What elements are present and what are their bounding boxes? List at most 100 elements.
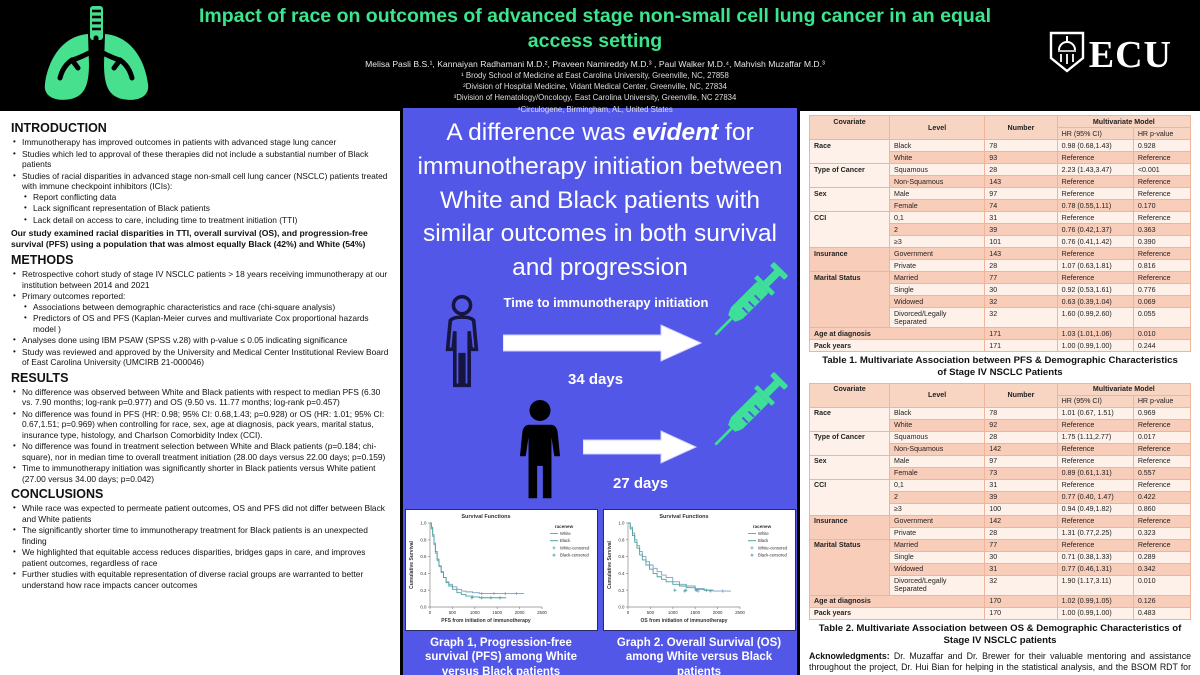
level-cell: Widowed [888, 562, 986, 576]
sub-bullet-item: Report conflicting data [22, 192, 389, 203]
pvalue-cell: Reference [1132, 538, 1192, 552]
hr-cell: Reference [1056, 187, 1134, 200]
pvalue-cell: Reference [1132, 442, 1192, 456]
hr-cell: 0.77 (0.40, 1.47) [1056, 490, 1134, 504]
svg-text:2000: 2000 [712, 610, 722, 615]
black-patient-icon [511, 399, 569, 509]
pvalue-cell: Reference [1132, 418, 1192, 432]
section-summary-paragraph: Our study examined racial disparities in… [11, 228, 368, 249]
key-finding-headline: A difference was evident for immunothera… [403, 108, 797, 287]
table-row: ≥3 101 0.76 (0.41,1.42) 0.390 [810, 235, 1192, 248]
svg-text:0.0: 0.0 [618, 605, 625, 610]
svg-text:1.0: 1.0 [420, 521, 427, 526]
data-table: Covariate Level Number Multivariate Model HR… [808, 115, 1192, 352]
bullet-list: While race was expected to permeate pati… [11, 503, 389, 590]
arrow-white-to-syringe [502, 323, 703, 368]
svg-text:0.4: 0.4 [420, 571, 427, 576]
level-cell: Married [888, 538, 986, 552]
number-cell: 39 [984, 490, 1058, 504]
svg-text:White-censored: White-censored [758, 545, 788, 550]
pvalue-cell: 0.928 [1132, 139, 1192, 152]
hr-cell: Reference [1056, 211, 1134, 224]
survival-graphs: Survival Functions 0.0 0.2 0.4 0.6 0.8 1.0 0 500… [403, 509, 797, 675]
pvalue-cell: 0.126 [1132, 594, 1192, 608]
hr-cell: Reference [1056, 247, 1134, 260]
hr-cell: 1.00 (0.99,1.00) [1056, 339, 1134, 352]
pfs-multivariate-table: Covariate Level Number Multivariate Model HR… [808, 115, 1192, 352]
level-cell: ≥3 [888, 235, 986, 248]
acknowledgments-text: Dr. Muzaffar and Dr. Brewer for their va… [809, 650, 1191, 675]
table-row: ≥3 100 0.94 (0.49,1.82) 0.860 [810, 502, 1192, 516]
number-cell: 39 [984, 223, 1058, 236]
number-cell: 30 [984, 550, 1058, 564]
pvalue-cell: Reference [1132, 514, 1192, 528]
hr-cell: 1.75 (1.11,2.77) [1056, 430, 1134, 444]
hr-cell: 1.90 (1.17,3.11) [1056, 574, 1134, 596]
table-row: Private 28 1.07 (0.63,1.81) 0.816 [810, 259, 1192, 272]
number-cell: 93 [984, 151, 1058, 164]
covariate-cell: Age at diagnosis [808, 327, 986, 340]
level-cell: Divorced/Legally Separated [888, 574, 986, 596]
number-cell: 170 [984, 594, 1058, 608]
col-header-level: Level [888, 115, 986, 140]
headline-pre: A difference was [446, 119, 633, 146]
bullet-item: Immunotherapy has improved outcomes in p… [11, 137, 389, 148]
table-row: Divorced/Legally Separated 32 1.90 (1.17,3… [810, 574, 1192, 596]
table-subheader-row: HR (95% CI) HR p-value [810, 394, 1192, 408]
svg-text:PFS from initiation of immunot: PFS from initiation of immunotherapy [441, 618, 531, 624]
table-row: Female 73 0.89 (0.61,1.31) 0.557 [810, 466, 1192, 480]
ecu-logo-text: ECU [1088, 33, 1172, 76]
table-row: Sex Male 97 Reference Reference [809, 187, 1192, 212]
svg-text:2500: 2500 [735, 610, 745, 615]
level-cell: ≥3 [888, 502, 986, 516]
level-cell: 2 [888, 223, 986, 236]
number-cell: 142 [984, 442, 1058, 456]
covariate-cell: Race [809, 139, 890, 164]
number-cell: 28 [984, 259, 1058, 272]
pfs-km-chart: Survival Functions 0.0 0.2 0.4 0.6 0.8 1.0 0 500… [404, 509, 598, 632]
ecu-shield-icon [1049, 30, 1085, 79]
table-row: 2 39 0.76 (0.42,1.37) 0.363 [810, 223, 1192, 236]
table-row: Female 74 0.78 (0.55,1.11) 0.170 [810, 199, 1192, 212]
level-cell: Government [888, 514, 986, 528]
pvalue-cell: 0.289 [1132, 550, 1192, 564]
hr-cell: 0.98 (0.68,1.43) [1056, 139, 1134, 152]
number-cell: 143 [984, 175, 1058, 188]
svg-text:White: White [560, 531, 571, 536]
svg-text:2000: 2000 [514, 610, 524, 615]
svg-text:0.6: 0.6 [420, 554, 427, 559]
svg-text:1500: 1500 [690, 610, 700, 615]
hr-cell: 0.76 (0.42,1.37) [1056, 223, 1134, 236]
svg-text:0: 0 [626, 610, 629, 615]
covariate-cell: CCI [809, 478, 890, 516]
col-header-covariate: Covariate [809, 382, 890, 408]
bullet-item: No difference was observed between White… [11, 387, 389, 408]
covariate-cell: Marital Status [809, 271, 890, 328]
bullet-item: Analyses done using IBM PSAW (SPSS v.28)… [11, 335, 389, 346]
middle-column: A difference was evident for immunothera… [400, 108, 800, 675]
col-header-level: Level [888, 382, 986, 408]
svg-text:Black-censored: Black-censored [560, 553, 590, 558]
hr-cell: 1.00 (0.99,1.00) [1056, 606, 1134, 620]
number-cell: 97 [984, 454, 1058, 468]
pvalue-cell: 0.323 [1132, 526, 1192, 540]
svg-text:0.4: 0.4 [618, 571, 625, 576]
bullet-item: The significantly shorter time to immuno… [11, 525, 389, 546]
pvalue-cell: 0.860 [1132, 502, 1192, 516]
level-cell: 2 [888, 490, 986, 504]
table-row: Marital Status Married 77 Reference Referenc… [809, 271, 1192, 328]
syringe-icon [705, 366, 798, 459]
table-row: Pack years 170 1.00 (0.99,1.00) 0.483 [808, 606, 1192, 620]
pvalue-cell: Reference [1132, 175, 1192, 188]
number-cell: 171 [984, 339, 1058, 352]
covariate-cell: Type of Cancer [809, 163, 890, 188]
table-row: Non-Squamous 142 Reference Reference [810, 442, 1192, 456]
level-cell: Female [888, 466, 986, 480]
pvalue-cell: Reference [1132, 187, 1192, 200]
sub-bullet-item: Lack detail on access to care, including… [22, 215, 389, 226]
number-cell: 142 [984, 514, 1058, 528]
pvalue-cell: 0.010 [1132, 327, 1192, 340]
level-cell: Single [888, 283, 986, 296]
level-cell: Squamous [888, 430, 986, 444]
white-tti-days: 34 days [568, 370, 624, 388]
